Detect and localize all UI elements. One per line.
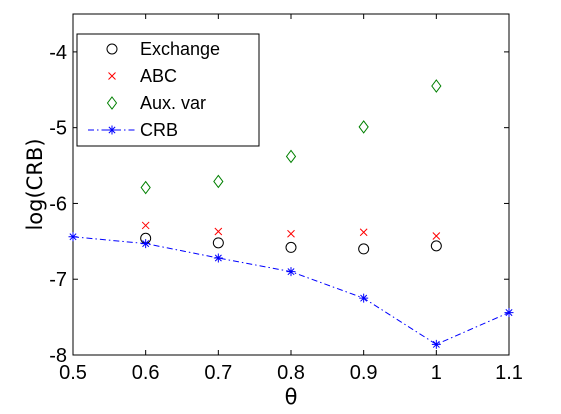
data-point	[285, 241, 297, 253]
data-point	[68, 232, 78, 242]
legend-label: ABC	[140, 66, 177, 86]
data-point	[141, 221, 150, 230]
legend-entry: CRB	[88, 120, 178, 140]
data-point	[359, 228, 368, 237]
data-point	[214, 227, 223, 236]
series-aux-var	[140, 79, 442, 195]
legend-entry: Exchange	[106, 39, 220, 59]
data-point	[430, 240, 442, 252]
y-tick-label: -8	[49, 345, 67, 367]
legend-marker	[106, 43, 118, 55]
data-point	[432, 232, 441, 240]
series-abc	[141, 221, 441, 240]
data-point	[212, 237, 224, 249]
data-point	[140, 180, 151, 195]
series-layer	[68, 79, 514, 349]
y-tick-label: -5	[49, 118, 67, 140]
data-point	[504, 308, 514, 318]
x-tick-label: 1	[431, 362, 442, 384]
x-tick-label: 0.9	[350, 362, 378, 384]
x-tick-label: 0.6	[132, 362, 160, 384]
data-point	[358, 120, 369, 134]
x-tick-label: 0.8	[277, 362, 305, 384]
y-tick-label: -6	[49, 193, 67, 215]
data-point	[431, 79, 442, 93]
legend-marker	[108, 72, 116, 80]
legend-marker	[107, 125, 117, 135]
legend-label: Aux. var	[140, 93, 206, 113]
y-tick-label: -4	[49, 42, 67, 64]
x-tick-label: 0.5	[59, 362, 87, 384]
axes: 0.5 0.6 0.7 0.8 0.9 1 1.1 -8 -7 -6 -5 -4	[49, 14, 523, 384]
legend-entry: ABC	[108, 66, 177, 86]
series-crb	[68, 232, 514, 349]
legend-label: CRB	[140, 120, 178, 140]
legend-label: Exchange	[140, 39, 220, 59]
legend-entry: Aux. var	[106, 93, 206, 113]
data-point	[213, 253, 223, 263]
x-axis-label: θ	[285, 385, 298, 409]
data-point	[286, 267, 296, 277]
data-point	[141, 239, 151, 249]
legend: Exchange ABC Aux. var CRB	[76, 33, 260, 147]
x-tick-label: 0.7	[204, 362, 232, 384]
x-tick-label: 1.1	[495, 362, 523, 384]
data-point	[431, 339, 441, 349]
data-point	[213, 174, 224, 189]
y-axis-label: log(CRB)	[23, 138, 47, 230]
legend-marker	[106, 96, 118, 110]
data-point	[285, 149, 297, 164]
y-tick-label: -7	[49, 269, 67, 291]
series-exchange	[140, 232, 442, 255]
legend-box	[76, 33, 260, 147]
data-point	[287, 229, 295, 238]
data-point	[359, 293, 369, 303]
data-point	[358, 243, 370, 255]
